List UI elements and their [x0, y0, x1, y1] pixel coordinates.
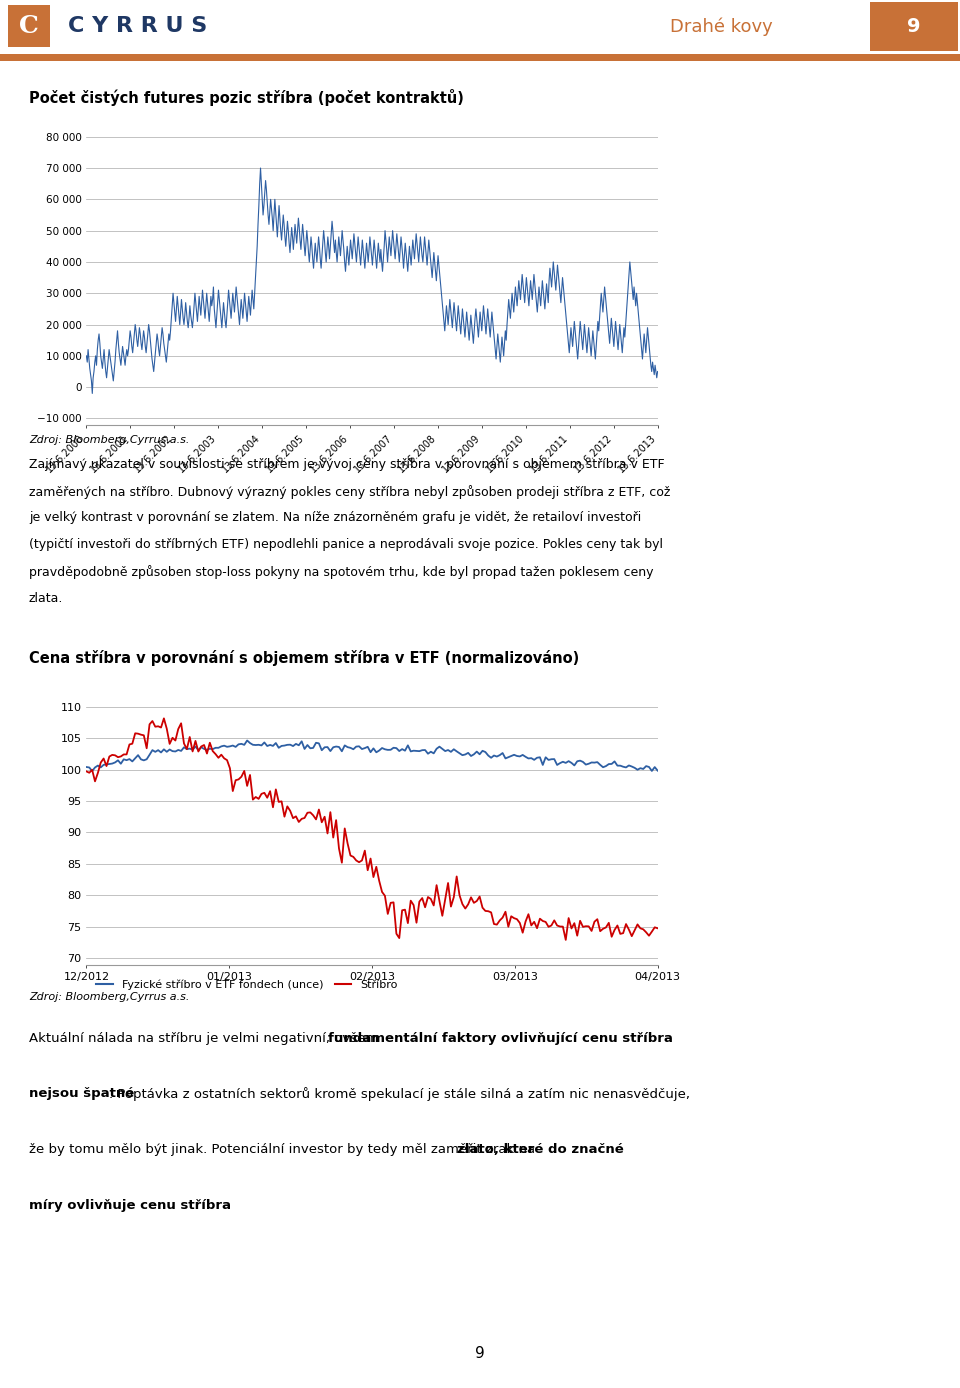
Legend: Fyzické stříbro v ETF fondech (unce), Stříbro: Fyzické stříbro v ETF fondech (unce), St…	[92, 974, 402, 994]
Text: Zdroj: Bloomberg,Cyrrus a.s.: Zdroj: Bloomberg,Cyrrus a.s.	[29, 434, 189, 446]
Text: míry ovlivňuje cenu stříbra: míry ovlivňuje cenu stříbra	[29, 1199, 230, 1212]
Text: zlata.: zlata.	[29, 591, 63, 605]
Text: C Y R R U S: C Y R R U S	[68, 17, 207, 36]
Text: nejsou špatné: nejsou špatné	[29, 1087, 134, 1101]
Text: .: .	[195, 1199, 199, 1212]
Text: (typičtí investoři do stříbrných ETF) nepodlehli panice a neprodávali svoje pozi: (typičtí investoři do stříbrných ETF) ne…	[29, 539, 662, 551]
Text: Drahé kovy: Drahé kovy	[670, 17, 773, 36]
Text: pravděpodobně způsoben stop-loss pokyny na spotovém trhu, kde byl propad tažen p: pravděpodobně způsoben stop-loss pokyny …	[29, 565, 654, 579]
Text: . Poptávka z ostatních sektorů kromě spekulací je stále silná a zatím nic nenasv: . Poptávka z ostatních sektorů kromě spe…	[108, 1087, 690, 1102]
Text: Aktuální nálada na stříbru je velmi negativní, ovšem: Aktuální nálada na stříbru je velmi nega…	[29, 1031, 382, 1045]
Text: že by tomu mělo být jinak. Potenciální investor by tedy měl zaměřit zrak na: že by tomu mělo být jinak. Potenciální i…	[29, 1144, 540, 1156]
Text: Cena stříbra v porovnání s objemem stříbra v ETF (normalizováno): Cena stříbra v porovnání s objemem stříb…	[29, 651, 579, 666]
Bar	[870, 3, 958, 50]
Bar	[8, 6, 50, 47]
Text: Zdroj: Bloomberg,Cyrrus a.s.: Zdroj: Bloomberg,Cyrrus a.s.	[29, 991, 189, 1002]
Text: C: C	[19, 14, 39, 39]
Text: je velký kontrast v porovnání se zlatem. Na níže znázorněném grafu je vidět, že : je velký kontrast v porovnání se zlatem.…	[29, 511, 641, 525]
Text: zaměřených na stříbro. Dubnový výrazný pokles ceny stříbra nebyl způsoben prodej: zaměřených na stříbro. Dubnový výrazný p…	[29, 484, 670, 498]
Text: Zajímavý ukazatel v souvislosti se stříbrem je vývoj ceny stříbra v porovnání s : Zajímavý ukazatel v souvislosti se stříb…	[29, 458, 664, 471]
Text: Počet čistých futures pozic stříbra (počet kontraktů): Počet čistých futures pozic stříbra (poč…	[29, 89, 464, 107]
Text: zlato, které do značné: zlato, které do značné	[457, 1144, 624, 1156]
Bar	[0, 54, 960, 61]
Text: 9: 9	[907, 17, 921, 36]
Text: fundamentální faktory ovlivňující cenu stříbra: fundamentální faktory ovlivňující cenu s…	[327, 1031, 673, 1045]
Text: 9: 9	[475, 1346, 485, 1360]
